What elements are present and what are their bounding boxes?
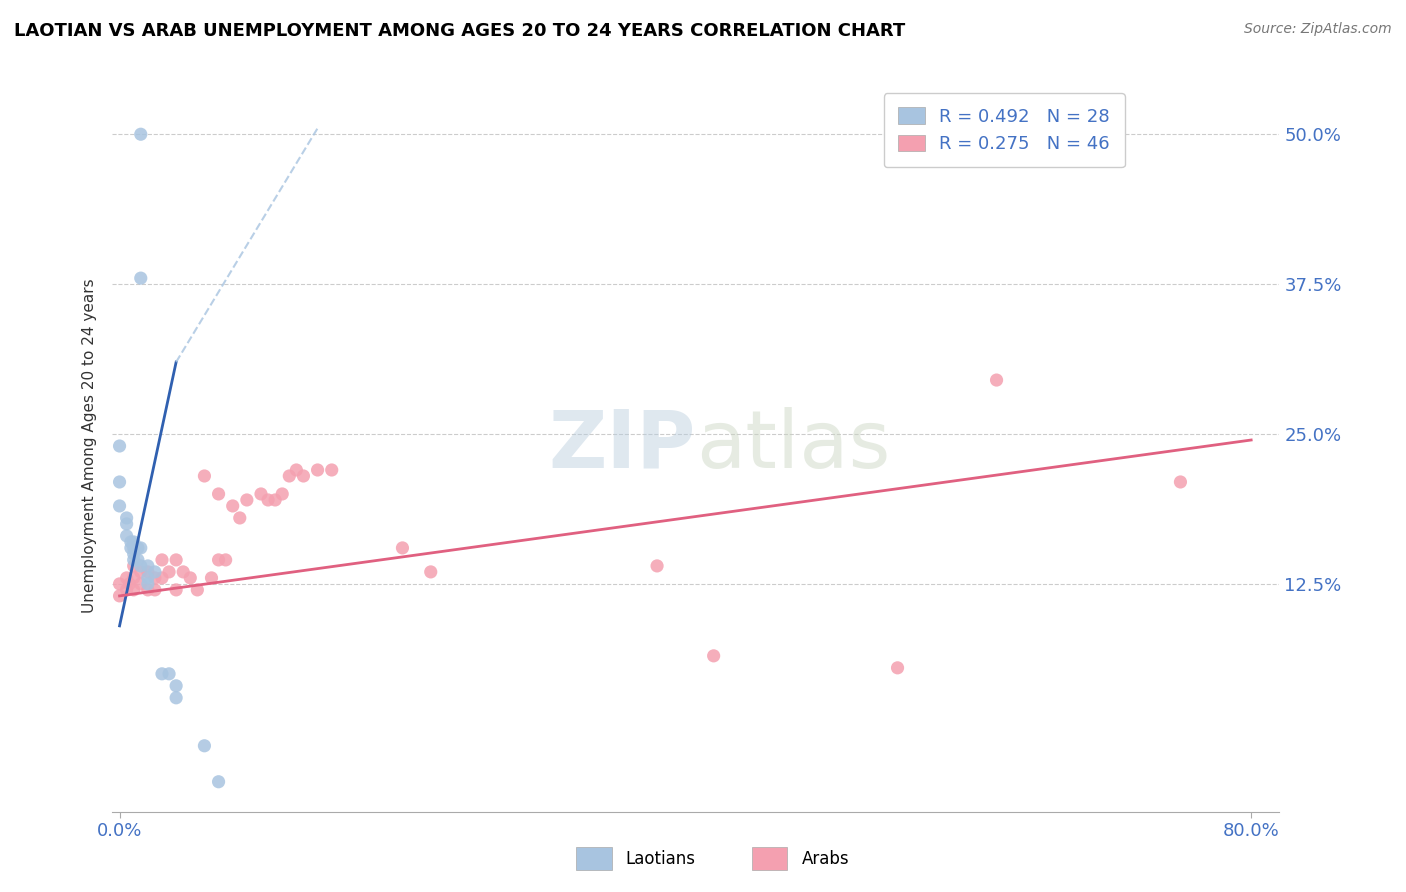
Point bbox=[157, 666, 180, 681]
Point bbox=[150, 666, 173, 681]
Point bbox=[207, 774, 229, 789]
Point bbox=[285, 463, 308, 477]
Point bbox=[143, 571, 166, 585]
Point bbox=[143, 582, 166, 597]
Point bbox=[108, 439, 131, 453]
Point bbox=[115, 571, 138, 585]
Point bbox=[165, 582, 187, 597]
Point bbox=[136, 558, 159, 573]
Text: Source: ZipAtlas.com: Source: ZipAtlas.com bbox=[1244, 22, 1392, 37]
Point bbox=[222, 499, 245, 513]
Point bbox=[127, 553, 149, 567]
Point bbox=[207, 553, 229, 567]
Point bbox=[179, 571, 201, 585]
Point bbox=[307, 463, 329, 477]
Point bbox=[186, 582, 208, 597]
Point bbox=[136, 577, 159, 591]
Point bbox=[264, 492, 287, 507]
Text: LAOTIAN VS ARAB UNEMPLOYMENT AMONG AGES 20 TO 24 YEARS CORRELATION CHART: LAOTIAN VS ARAB UNEMPLOYMENT AMONG AGES … bbox=[14, 22, 905, 40]
Point bbox=[200, 571, 222, 585]
Point bbox=[165, 679, 187, 693]
Point bbox=[645, 558, 668, 573]
Point bbox=[115, 516, 138, 531]
Point bbox=[391, 541, 413, 555]
Point bbox=[271, 487, 294, 501]
Point bbox=[120, 541, 142, 555]
Point bbox=[193, 739, 215, 753]
Point bbox=[122, 535, 145, 549]
Point bbox=[122, 571, 145, 585]
Point bbox=[703, 648, 725, 663]
Point bbox=[115, 529, 138, 543]
Point bbox=[136, 571, 159, 585]
Legend: R = 0.492   N = 28, R = 0.275   N = 46: R = 0.492 N = 28, R = 0.275 N = 46 bbox=[883, 93, 1125, 168]
Point bbox=[321, 463, 343, 477]
Point bbox=[172, 565, 194, 579]
Point bbox=[157, 565, 180, 579]
Point bbox=[127, 541, 149, 555]
Point bbox=[165, 553, 187, 567]
Point bbox=[136, 582, 159, 597]
Point bbox=[108, 499, 131, 513]
Point bbox=[214, 553, 236, 567]
Point bbox=[108, 577, 131, 591]
Point bbox=[108, 475, 131, 489]
Point bbox=[165, 690, 187, 705]
Point bbox=[115, 582, 138, 597]
Point bbox=[143, 565, 166, 579]
Point bbox=[986, 373, 1008, 387]
Text: Arabs: Arabs bbox=[801, 849, 849, 868]
Point bbox=[419, 565, 441, 579]
Point bbox=[108, 589, 131, 603]
Point bbox=[1170, 475, 1192, 489]
Point bbox=[292, 469, 315, 483]
Point bbox=[150, 553, 173, 567]
Point bbox=[193, 469, 215, 483]
Point bbox=[236, 492, 259, 507]
Point bbox=[207, 487, 229, 501]
Text: atlas: atlas bbox=[696, 407, 890, 485]
Point bbox=[120, 535, 142, 549]
Point bbox=[886, 661, 908, 675]
Point bbox=[115, 511, 138, 525]
Point bbox=[129, 577, 152, 591]
Point bbox=[122, 558, 145, 573]
Point bbox=[122, 547, 145, 561]
Point bbox=[129, 558, 152, 573]
Y-axis label: Unemployment Among Ages 20 to 24 years: Unemployment Among Ages 20 to 24 years bbox=[82, 278, 97, 614]
Point bbox=[122, 553, 145, 567]
Point bbox=[122, 582, 145, 597]
Point bbox=[278, 469, 301, 483]
Text: ZIP: ZIP bbox=[548, 407, 696, 485]
Point bbox=[257, 492, 280, 507]
Point bbox=[150, 571, 173, 585]
Point bbox=[118, 577, 141, 591]
Point bbox=[229, 511, 252, 525]
Point bbox=[129, 127, 152, 141]
Point bbox=[129, 271, 152, 285]
Point bbox=[129, 541, 152, 555]
Point bbox=[250, 487, 273, 501]
Point bbox=[122, 541, 145, 555]
Text: Laotians: Laotians bbox=[626, 849, 696, 868]
Point bbox=[136, 565, 159, 579]
Point bbox=[129, 565, 152, 579]
